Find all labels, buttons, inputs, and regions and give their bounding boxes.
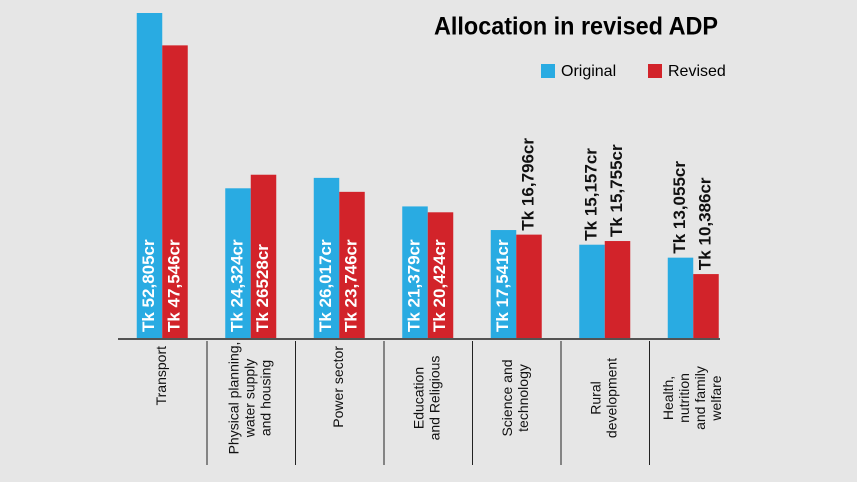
value-label: Tk 13,055cr	[670, 161, 689, 254]
x-tick-label: Power sector	[330, 346, 346, 428]
x-tick-label: development	[603, 358, 619, 438]
x-tick-label: Science and	[499, 359, 515, 436]
bar	[579, 244, 605, 338]
legend-swatch	[648, 64, 662, 78]
x-tick-label: welfare	[708, 375, 724, 421]
value-label: Tk 24,324cr	[227, 239, 246, 332]
bar	[490, 230, 517, 338]
value-label: Tk 15,157cr	[581, 148, 600, 241]
bar	[162, 45, 188, 338]
x-tick-label: Transport	[153, 346, 169, 406]
value-label: Tk 10,386cr	[695, 177, 714, 270]
legend-label: Original	[561, 63, 616, 80]
value-label: Tk 21,379cr	[404, 239, 423, 332]
value-label: Tk 26528cr	[253, 244, 272, 332]
legend-swatch	[541, 64, 555, 78]
x-tick-label: nutrition	[676, 373, 692, 423]
chart-title: Allocation in revised ADP	[434, 13, 718, 41]
bar	[339, 191, 365, 338]
bar	[402, 206, 428, 338]
bar	[250, 174, 277, 338]
x-tick-label: Education	[410, 367, 426, 429]
bar	[693, 274, 719, 338]
bar	[516, 234, 542, 338]
legend-label: Revised	[668, 63, 726, 80]
bar	[604, 241, 631, 338]
value-label: Tk 23,746cr	[341, 239, 360, 332]
value-label: Tk 52,805cr	[139, 239, 158, 332]
bar	[136, 13, 163, 338]
value-label: Tk 20,424cr	[430, 239, 449, 332]
x-tick-label: Health,	[660, 376, 676, 420]
value-label: Tk 47,546cr	[164, 239, 183, 332]
value-label: Tk 17,541cr	[493, 239, 512, 332]
x-tick-label: Physical planning,	[225, 342, 241, 455]
x-tick-label: and housing	[257, 360, 273, 436]
bar	[225, 188, 251, 338]
bar	[313, 177, 340, 338]
x-tick-label: and family	[692, 366, 708, 430]
x-tick-label: Rural	[587, 381, 603, 414]
bar	[667, 257, 694, 338]
value-label: Tk 15,755cr	[607, 144, 626, 237]
value-label: Tk 16,796cr	[518, 138, 537, 231]
value-label: Tk 26,017cr	[316, 239, 335, 332]
bar	[427, 212, 454, 338]
x-tick-label: and Religious	[426, 356, 442, 441]
x-tick-label: technology	[515, 364, 531, 432]
x-tick-label: water supply	[241, 359, 257, 439]
